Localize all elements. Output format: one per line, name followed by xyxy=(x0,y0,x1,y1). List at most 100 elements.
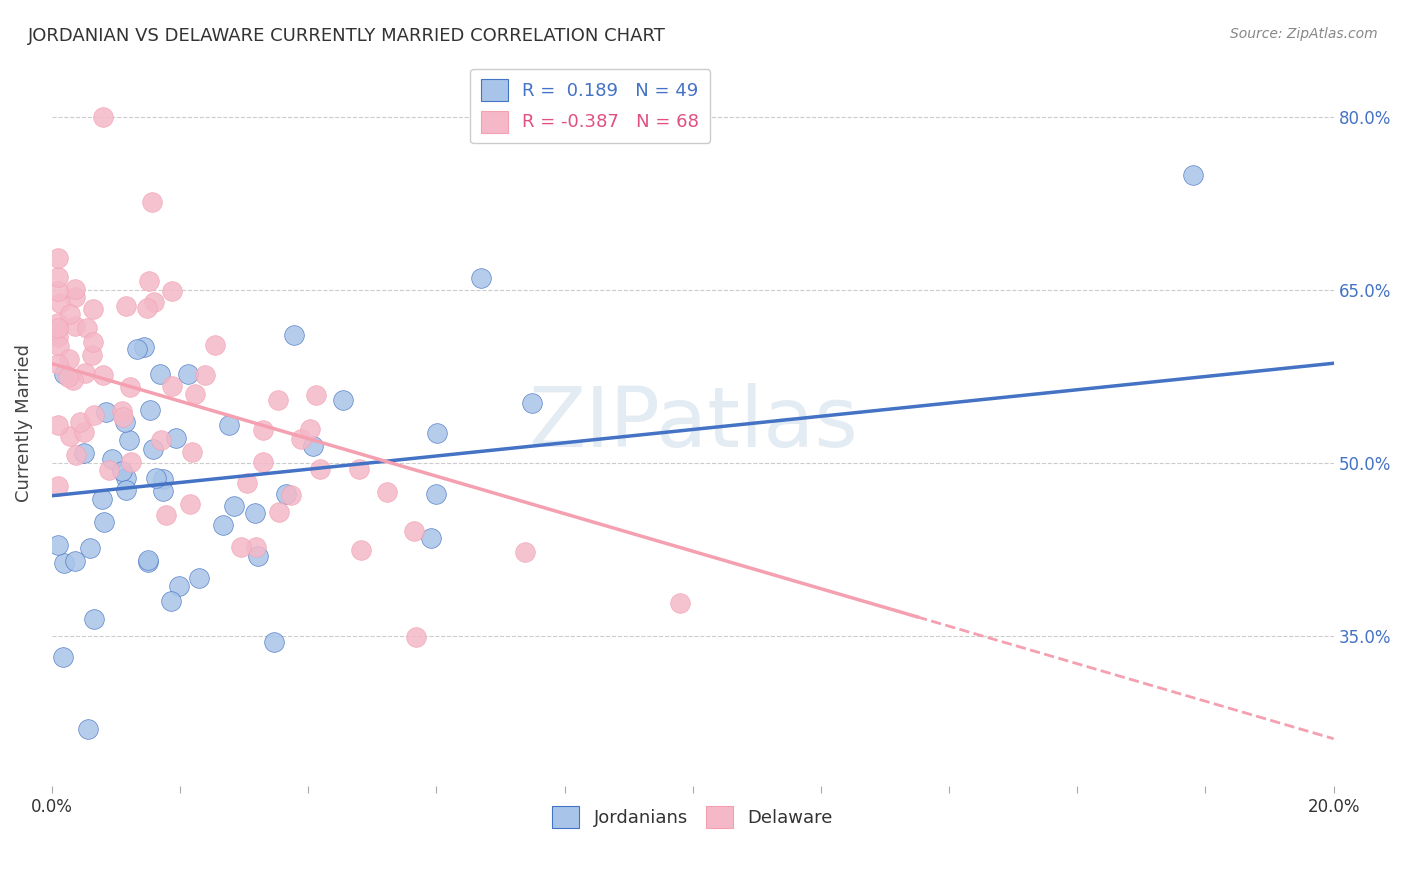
Point xyxy=(82,302,104,317)
Point xyxy=(82,335,104,350)
Point xyxy=(65,448,87,462)
Point xyxy=(263,635,285,649)
Point xyxy=(134,340,156,354)
Point xyxy=(305,387,328,401)
Point xyxy=(65,319,87,334)
Text: JORDANIAN VS DELAWARE CURRENTLY MARRIED CORRELATION CHART: JORDANIAN VS DELAWARE CURRENTLY MARRIED … xyxy=(28,27,666,45)
Point xyxy=(179,497,201,511)
Point xyxy=(49,296,72,310)
Point xyxy=(298,422,321,436)
Point xyxy=(522,396,544,410)
Point xyxy=(96,405,118,419)
Point xyxy=(138,553,160,567)
Point xyxy=(669,596,692,610)
Point xyxy=(52,367,75,381)
Point xyxy=(405,631,427,645)
Point xyxy=(145,471,167,485)
Point xyxy=(93,368,115,382)
Point xyxy=(63,554,86,568)
Point xyxy=(152,483,174,498)
Point xyxy=(420,531,443,545)
Point xyxy=(155,508,177,523)
Point xyxy=(59,307,82,321)
Point xyxy=(280,488,302,502)
Point xyxy=(98,463,121,477)
Point xyxy=(470,271,492,285)
Point xyxy=(252,455,274,469)
Point xyxy=(53,556,76,570)
Point xyxy=(229,540,252,554)
Point xyxy=(83,408,105,422)
Point xyxy=(46,417,69,432)
Point xyxy=(82,348,104,362)
Point xyxy=(91,110,114,124)
Point xyxy=(52,650,75,665)
Point xyxy=(425,487,447,501)
Point xyxy=(350,543,373,558)
Point xyxy=(115,470,138,484)
Point xyxy=(112,409,135,424)
Point xyxy=(246,549,269,563)
Point xyxy=(301,439,323,453)
Point xyxy=(59,429,82,443)
Point xyxy=(46,538,69,552)
Point xyxy=(276,487,298,501)
Point xyxy=(115,299,138,313)
Point xyxy=(160,284,183,298)
Point xyxy=(101,452,124,467)
Point xyxy=(143,295,166,310)
Point xyxy=(245,506,267,520)
Point xyxy=(46,284,69,298)
Point xyxy=(121,455,143,469)
Point xyxy=(46,316,69,330)
Point xyxy=(165,431,187,445)
Point xyxy=(150,434,173,448)
Point xyxy=(177,367,200,381)
Point xyxy=(332,393,354,408)
Point xyxy=(46,330,69,344)
Point xyxy=(375,484,398,499)
Point xyxy=(149,367,172,381)
Point xyxy=(46,269,69,284)
Point xyxy=(65,290,87,304)
Point xyxy=(136,301,159,315)
Point xyxy=(136,555,159,569)
Point xyxy=(194,368,217,382)
Point xyxy=(269,505,291,519)
Point xyxy=(236,476,259,491)
Point xyxy=(1181,168,1204,182)
Point xyxy=(46,321,69,335)
Point xyxy=(73,425,96,439)
Point xyxy=(117,434,139,448)
Point xyxy=(222,499,245,513)
Point xyxy=(127,342,149,356)
Point xyxy=(46,478,69,492)
Point xyxy=(349,462,371,476)
Point xyxy=(139,403,162,417)
Point xyxy=(77,722,100,736)
Point xyxy=(48,339,70,353)
Point xyxy=(83,612,105,626)
Point xyxy=(46,357,69,371)
Point xyxy=(90,492,112,507)
Point xyxy=(184,386,207,401)
Point xyxy=(110,464,132,478)
Point xyxy=(138,274,160,288)
Text: ZIPatlas: ZIPatlas xyxy=(527,383,858,464)
Point xyxy=(290,432,312,446)
Point xyxy=(93,515,115,529)
Point xyxy=(426,425,449,440)
Point xyxy=(58,351,80,366)
Point xyxy=(204,338,226,352)
Point xyxy=(75,366,97,380)
Point xyxy=(162,378,184,392)
Point xyxy=(62,373,84,387)
Point xyxy=(69,416,91,430)
Point xyxy=(159,594,181,608)
Point xyxy=(115,483,138,497)
Point xyxy=(309,462,332,476)
Point xyxy=(114,416,136,430)
Point xyxy=(187,571,209,585)
Point xyxy=(218,417,240,432)
Legend: Jordanians, Delaware: Jordanians, Delaware xyxy=(546,799,841,836)
